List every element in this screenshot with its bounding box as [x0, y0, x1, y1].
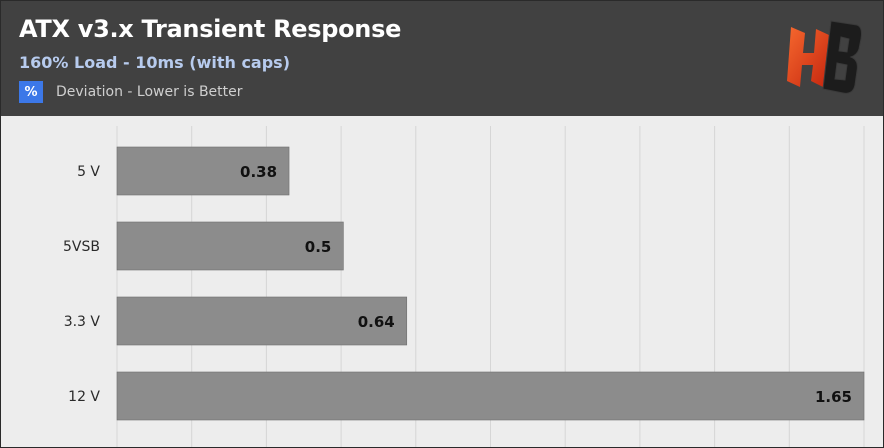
logo-b-letter [822, 20, 862, 94]
legend-percent-icon: % [19, 81, 43, 103]
value-label: 0.64 [358, 313, 395, 331]
bar [116, 221, 344, 271]
category-label: 12 V [68, 389, 100, 405]
bars [116, 146, 865, 421]
legend: % Deviation - Lower is Better [19, 81, 243, 103]
value-label: 0.5 [305, 238, 332, 256]
value-labels: 0.38 0.5 0.64 1.65 [240, 163, 852, 406]
chart-header: ATX v3.x Transient Response 160% Load - … [1, 1, 883, 116]
chart-title: ATX v3.x Transient Response [19, 15, 402, 43]
legend-label: Deviation - Lower is Better [56, 84, 243, 100]
category-label: 5VSB [63, 239, 100, 255]
category-label: 3.3 V [64, 314, 101, 330]
category-labels: 5 V 5VSB 3.3 V 12 V [63, 164, 100, 405]
value-label: 0.38 [240, 163, 277, 181]
bar-chart-plot: 5 V 5VSB 3.3 V 12 V 0.38 0.5 0.64 1.65 [63, 126, 865, 447]
bar [116, 146, 290, 196]
bar [116, 371, 865, 421]
bar [116, 296, 408, 346]
hb-logo-icon [787, 20, 862, 94]
logo-h-letter [787, 27, 829, 87]
chart-subtitle: 160% Load - 10ms (with caps) [19, 53, 291, 72]
value-label: 1.65 [815, 388, 852, 406]
category-label: 5 V [77, 164, 100, 180]
